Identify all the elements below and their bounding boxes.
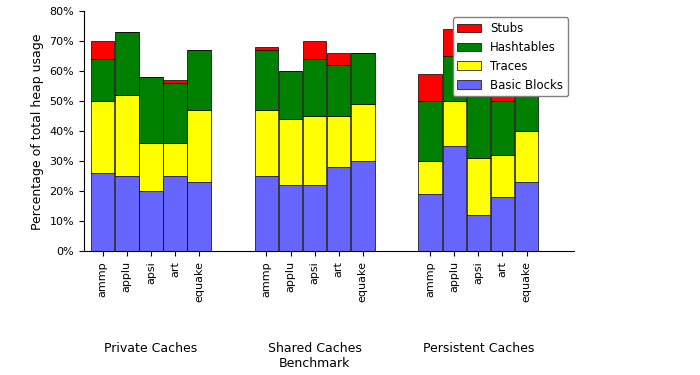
Bar <box>351 53 374 104</box>
Bar <box>491 197 514 251</box>
Bar <box>139 143 162 191</box>
Bar <box>514 131 538 182</box>
Bar <box>442 101 466 146</box>
Bar <box>442 146 466 251</box>
Bar <box>419 74 442 101</box>
Bar <box>442 56 466 101</box>
Bar <box>91 59 114 101</box>
Bar <box>514 182 538 251</box>
Bar <box>491 101 514 155</box>
Bar <box>91 101 114 173</box>
Bar <box>255 110 278 176</box>
Bar <box>163 176 187 251</box>
Bar <box>491 86 514 101</box>
Bar <box>467 86 490 89</box>
Bar <box>467 158 490 215</box>
Bar <box>188 50 211 110</box>
Bar <box>163 83 187 143</box>
Bar <box>351 161 374 251</box>
Bar <box>303 59 326 116</box>
Bar <box>442 29 466 56</box>
Text: Persistent Caches: Persistent Caches <box>423 342 534 355</box>
Bar <box>327 65 351 116</box>
Bar <box>255 47 278 50</box>
Legend: Stubs, Hashtables, Traces, Basic Blocks: Stubs, Hashtables, Traces, Basic Blocks <box>453 17 568 96</box>
Bar <box>419 194 442 251</box>
Bar <box>163 143 187 176</box>
Bar <box>91 173 114 251</box>
Bar <box>303 116 326 185</box>
Bar <box>115 32 139 95</box>
Bar <box>115 176 139 251</box>
Bar <box>188 182 211 251</box>
Bar <box>491 155 514 197</box>
Bar <box>467 215 490 251</box>
Bar <box>115 95 139 176</box>
Bar <box>303 185 326 251</box>
Bar <box>327 167 351 251</box>
Bar <box>514 71 538 86</box>
Bar <box>327 53 351 65</box>
Text: Private Caches: Private Caches <box>104 342 197 355</box>
Bar <box>255 176 278 251</box>
Bar <box>279 119 302 185</box>
Bar <box>327 116 351 167</box>
Bar <box>303 41 326 59</box>
Bar <box>91 41 114 59</box>
Bar <box>139 77 162 143</box>
Y-axis label: Percentage of total heap usage: Percentage of total heap usage <box>31 33 44 230</box>
Bar <box>255 50 278 110</box>
Bar <box>419 101 442 161</box>
Bar <box>514 86 538 131</box>
Bar <box>419 161 442 194</box>
Bar <box>279 185 302 251</box>
Bar <box>188 110 211 182</box>
Bar <box>139 191 162 251</box>
Text: Shared Caches
Benchmark: Shared Caches Benchmark <box>267 342 361 370</box>
Bar <box>279 71 302 119</box>
Bar <box>467 89 490 158</box>
Bar <box>351 104 374 161</box>
Bar <box>163 80 187 83</box>
